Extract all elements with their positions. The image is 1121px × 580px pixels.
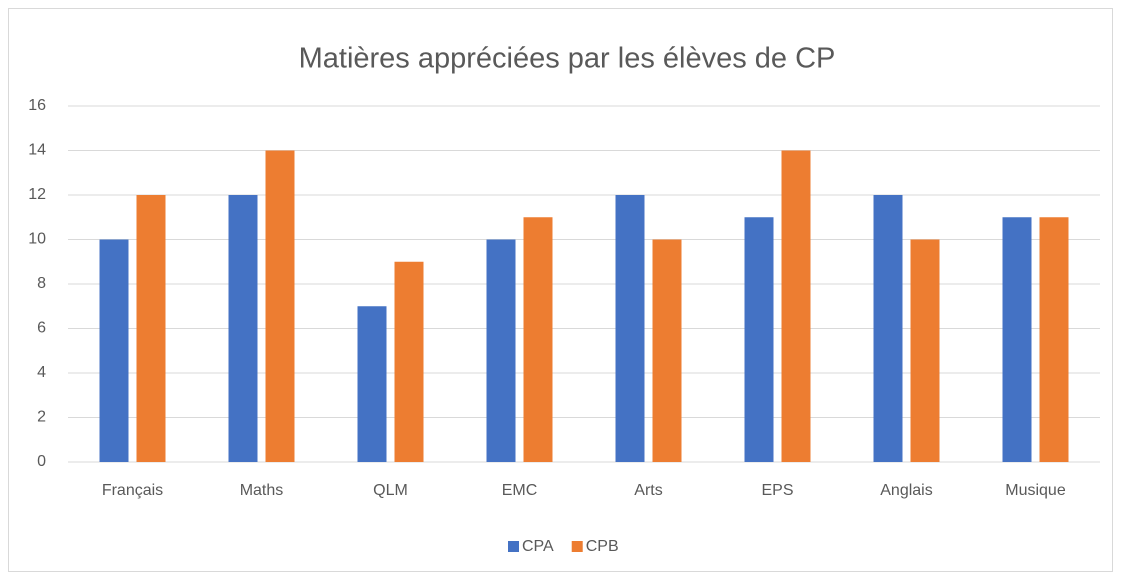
- bar: [744, 217, 774, 462]
- bar: [615, 195, 645, 462]
- bar: [357, 306, 387, 462]
- bar: [1039, 217, 1069, 462]
- x-tick-label: Anglais: [880, 482, 932, 499]
- bar: [781, 150, 811, 462]
- x-tick-label: Arts: [634, 482, 662, 499]
- bar: [228, 195, 258, 462]
- bar: [394, 261, 424, 462]
- x-tick-label: Français: [102, 482, 163, 499]
- bar: [136, 195, 166, 462]
- y-tick-label: 6: [37, 320, 46, 337]
- y-tick-label: 14: [28, 142, 46, 159]
- bar: [652, 239, 682, 462]
- chart-border: [8, 8, 1113, 572]
- y-tick-label: 10: [28, 231, 46, 248]
- legend-swatch: [508, 541, 519, 552]
- x-tick-label: Maths: [240, 482, 284, 499]
- bar: [99, 239, 129, 462]
- x-tick-label: QLM: [373, 482, 408, 499]
- x-tick-label: EPS: [761, 482, 793, 499]
- y-tick-label: 2: [37, 409, 46, 426]
- y-tick-label: 8: [37, 275, 46, 292]
- y-tick-label: 0: [37, 453, 46, 470]
- bar: [1002, 217, 1032, 462]
- y-tick-label: 16: [28, 97, 46, 114]
- legend-label: CPB: [586, 538, 619, 555]
- bar: [265, 150, 295, 462]
- y-tick-label: 4: [37, 364, 46, 381]
- bar: [523, 217, 553, 462]
- legend-swatch: [571, 541, 583, 552]
- legend-label: CPA: [522, 538, 554, 555]
- x-tick-label: Musique: [1005, 482, 1066, 499]
- bar: [910, 239, 940, 462]
- bar: [873, 195, 903, 462]
- chart-title: Matières appréciées par les élèves de CP: [299, 43, 836, 75]
- y-tick-label: 12: [28, 186, 46, 203]
- bar: [486, 239, 516, 462]
- x-tick-label: EMC: [502, 482, 538, 499]
